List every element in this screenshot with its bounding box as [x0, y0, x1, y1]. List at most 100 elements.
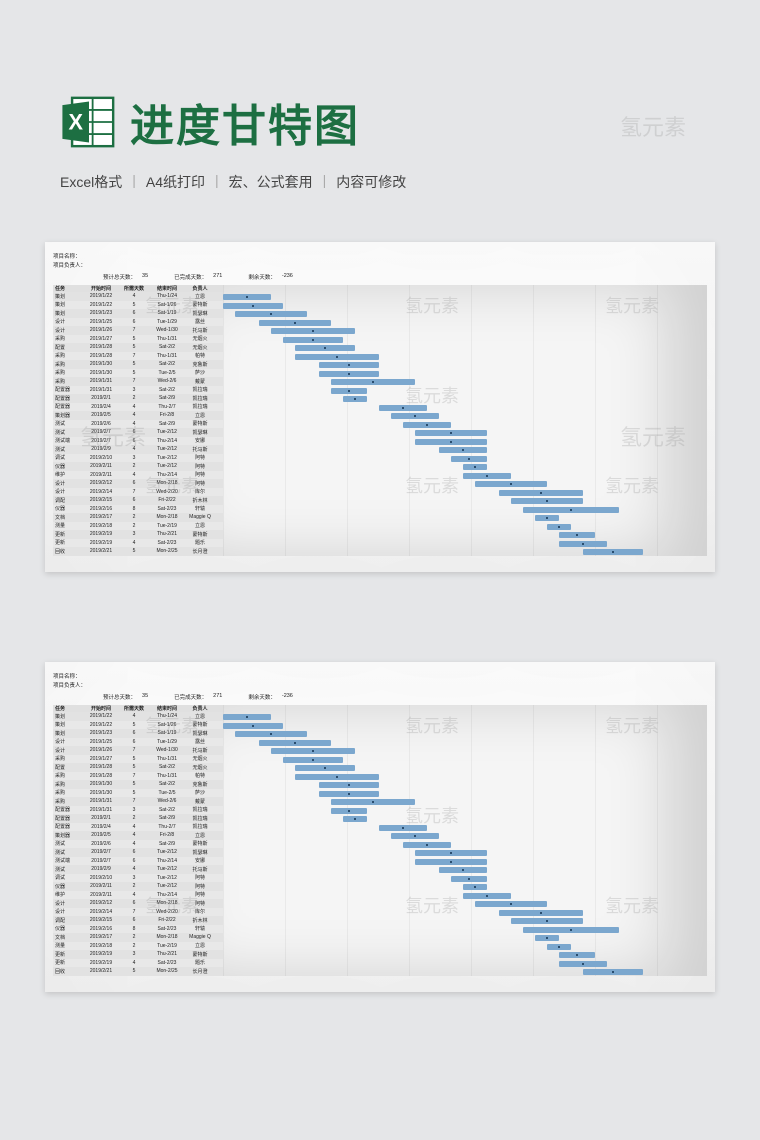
gantt-bar [283, 757, 343, 763]
table-row: 调配2019/2/156Fri-2/22折木林 [53, 916, 223, 925]
subtitle-item: Excel格式 [60, 172, 122, 192]
gantt-bar [475, 481, 547, 487]
svg-text:X: X [68, 109, 83, 134]
table-row: 采购2019/1/275Thu-1/31无烟火 [53, 755, 223, 764]
gantt-bar [511, 498, 583, 504]
gantt-bar [499, 910, 583, 916]
stat-value: 35 [142, 693, 148, 701]
col-header: 负责人 [185, 285, 215, 292]
gantt-bar [271, 328, 355, 334]
gantt-bar [331, 799, 415, 805]
gantt-bar [331, 808, 367, 814]
col-header: 任务 [53, 285, 83, 292]
table-row: 回收2019/2/215Mon-2/25长月澄 [53, 967, 223, 976]
table-row: 策划器2019/2/54Fri-2/8立恩 [53, 831, 223, 840]
gantt-bar [463, 893, 511, 899]
table-row: 配置器2019/1/313Sat-2/2凯拉瑞 [53, 386, 223, 395]
table-row: 测试2019/2/94Tue-2/12托马斯 [53, 445, 223, 454]
gantt-bar [331, 379, 415, 385]
gantt-bar [391, 833, 439, 839]
col-header: 结束时间 [149, 705, 185, 712]
excel-icon: X [60, 93, 118, 151]
stat-label: 预计总天数： [103, 273, 136, 281]
table-row: 仪器2019/2/112Tue-2/12阿特 [53, 882, 223, 891]
table-row: 更新2019/2/193Thu-2/21蒙特斯 [53, 950, 223, 959]
table-row: 文档2019/2/172Mon-2/18Maggie Q [53, 933, 223, 942]
gantt-bar [235, 731, 307, 737]
gantt-bar [259, 320, 331, 326]
col-header: 开始时间 [83, 285, 119, 292]
table-row: 仪器2019/2/112Tue-2/12阿特 [53, 462, 223, 471]
table-row: 仪器2019/2/168Sat-2/23轩辕 [53, 505, 223, 514]
stat-label: 剩余天数： [248, 693, 276, 701]
stat-label: 已完成天数： [174, 693, 207, 701]
gantt-bar [271, 748, 355, 754]
col-header: 所需天数 [119, 705, 149, 712]
gantt-chart [223, 285, 707, 556]
table-row: 策划器2019/2/54Fri-2/8立恩 [53, 411, 223, 420]
task-table: 任务开始时间所需天数结束时间负责人策划2019/1/224Thu-1/24立恩策… [53, 285, 223, 556]
gantt-bar [547, 944, 571, 950]
table-row: 设计2019/1/256Tue-1/29露丝 [53, 738, 223, 747]
info-label: 项目名称： [53, 252, 707, 260]
stats-row: 预计总天数：35已完成天数：271剩余天数：-236 [103, 693, 707, 701]
table-row: 设计2019/2/147Wed-2/20库尔 [53, 488, 223, 497]
gantt-bar [283, 337, 343, 343]
subtitle-item: 内容可修改 [336, 172, 406, 192]
stat-value: -236 [282, 693, 293, 701]
gantt-bar [223, 303, 283, 309]
col-header: 负责人 [185, 705, 215, 712]
table-row: 配置器2019/2/44Thu-2/7凯拉瑞 [53, 823, 223, 832]
table-row: 采购2019/1/305Sat-2/2克鲁斯 [53, 360, 223, 369]
gantt-bar [451, 876, 487, 882]
gantt-bar [451, 456, 487, 462]
gantt-bar [403, 842, 451, 848]
gantt-bar [511, 918, 583, 924]
col-header: 结束时间 [149, 285, 185, 292]
table-row: 测试端2019/2/76Thu-2/14安娜 [53, 857, 223, 866]
gantt-bar [499, 490, 583, 496]
table-row: 测量2019/2/182Tue-2/19立恩 [53, 522, 223, 531]
subtitle-item: A4纸打印 [146, 172, 205, 192]
table-row: 更新2019/2/193Thu-2/21蒙特斯 [53, 530, 223, 539]
gantt-bar [523, 507, 619, 513]
table-row: 测试2019/2/64Sat-2/9蒙特斯 [53, 420, 223, 429]
preview-1: 项目名称：项目负责人：预计总天数：35已完成天数：271剩余天数：-236任务开… [45, 242, 715, 572]
stat-value: 271 [213, 693, 222, 701]
previews-container: 项目名称：项目负责人：预计总天数：35已完成天数：271剩余天数：-236任务开… [0, 212, 760, 1032]
gantt-bar [319, 782, 379, 788]
gantt-bar [379, 825, 427, 831]
gantt-bar [559, 532, 595, 538]
gantt-bar [439, 867, 487, 873]
table-row: 测试2019/2/94Tue-2/12托马斯 [53, 865, 223, 874]
table-row: 配置器2019/2/12Sat-2/9凯拉瑞 [53, 394, 223, 403]
gantt-chart [223, 705, 707, 976]
table-row: 测试2019/2/76Tue-2/12凯瑟琳 [53, 848, 223, 857]
header: X 进度甘特图 Excel格式| A4纸打印| 宏、公式套用| 内容可修改 [0, 0, 760, 212]
table-row: 文档2019/2/172Mon-2/18Maggie Q [53, 513, 223, 522]
table-row: 设计2019/1/267Wed-1/30托马斯 [53, 326, 223, 335]
table-row: 配置器2019/2/12Sat-2/9凯拉瑞 [53, 814, 223, 823]
page-title: 进度甘特图 [130, 90, 360, 154]
table-row: 维护2019/2/114Thu-2/14阿特 [53, 471, 223, 480]
gantt-bar [259, 740, 331, 746]
gantt-bar [415, 430, 487, 436]
gantt-bar [343, 816, 367, 822]
gantt-bar [295, 765, 355, 771]
stat-value: 35 [142, 273, 148, 281]
gantt-bar [559, 961, 607, 967]
info-label: 项目负责人： [53, 261, 707, 269]
table-row: 采购2019/1/275Thu-1/31无烟火 [53, 335, 223, 344]
table-row: 采购2019/1/287Thu-1/31帕特 [53, 772, 223, 781]
task-table: 任务开始时间所需天数结束时间负责人策划2019/1/224Thu-1/24立恩策… [53, 705, 223, 976]
gantt-bar [463, 884, 487, 890]
table-row: 采购2019/1/305Tue-2/5萨沙 [53, 369, 223, 378]
col-header: 任务 [53, 705, 83, 712]
stat-value: -236 [282, 273, 293, 281]
preview-2: 项目名称：项目负责人：预计总天数：35已完成天数：271剩余天数：-236任务开… [45, 662, 715, 992]
col-header: 开始时间 [83, 705, 119, 712]
table-row: 配置器2019/1/313Sat-2/2凯拉瑞 [53, 806, 223, 815]
stat-label: 已完成天数： [174, 273, 207, 281]
table-row: 设计2019/1/267Wed-1/30托马斯 [53, 746, 223, 755]
table-row: 设计2019/2/147Wed-2/20库尔 [53, 908, 223, 917]
